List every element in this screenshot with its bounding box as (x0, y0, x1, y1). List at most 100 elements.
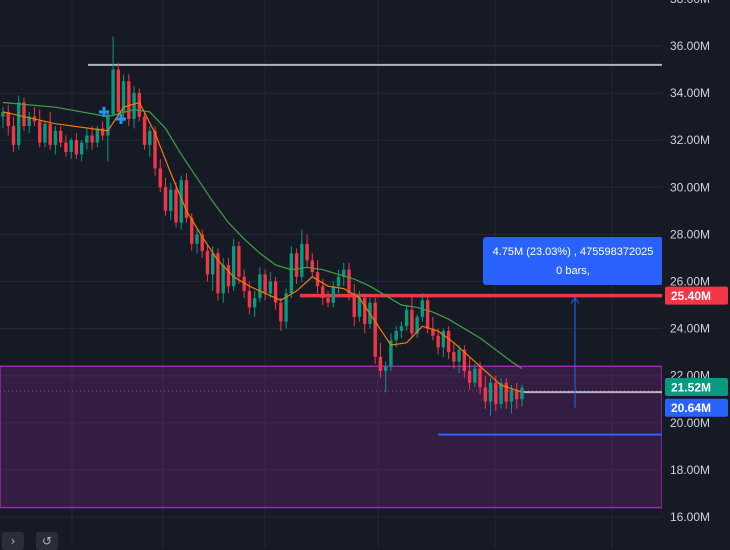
price-axis[interactable]: 16.00M18.00M20.00M22.00M24.00M26.00M28.0… (662, 0, 730, 547)
candle-53 (279, 297, 283, 331)
candle-body-85 (446, 330, 451, 353)
candle-body-62 (326, 297, 330, 303)
candle-89 (467, 356, 472, 390)
candle-78 (410, 295, 414, 339)
candle-body-90 (473, 368, 477, 383)
candle-body-4 (22, 102, 26, 127)
candle-39 (205, 243, 210, 282)
candlestick-series (1, 36, 524, 416)
candle-body-32 (169, 189, 173, 211)
candle-2 (11, 116, 16, 152)
candle-59 (310, 253, 315, 277)
candle-body-99 (520, 387, 524, 400)
candle-body-48 (252, 297, 257, 308)
price-tick-6: 28.00M (670, 227, 710, 241)
candle-body-44 (231, 246, 236, 287)
candle-body-16 (85, 135, 89, 143)
candle-body-18 (95, 128, 100, 143)
candle-body-95 (499, 382, 503, 404)
candle-27 (142, 111, 147, 150)
candle-88 (462, 345, 467, 379)
candle-68 (357, 290, 362, 322)
candle-body-71 (373, 302, 377, 357)
trade-marker-0 (99, 106, 109, 117)
candle-body-65 (342, 269, 346, 277)
candle-47 (247, 281, 252, 315)
candle-body-29 (153, 130, 157, 169)
moving-average-slow (2, 101, 523, 370)
candle-body-53 (279, 302, 283, 322)
candle-body-31 (163, 187, 168, 211)
candle-body-41 (216, 253, 220, 294)
candle-6 (32, 107, 37, 127)
candle-0 (1, 107, 5, 129)
candle-body-82 (431, 328, 435, 336)
trade-marker-1 (116, 114, 126, 125)
candle-24 (127, 74, 131, 127)
price-badge-label-0: 25.40M (671, 289, 711, 303)
candle-body-45 (237, 246, 241, 277)
chevron-right-icon[interactable]: › (2, 532, 24, 550)
candle-60 (315, 260, 320, 294)
price-badge-label-2: 20.64M (671, 401, 711, 415)
candle-49 (258, 267, 262, 303)
candle-87 (457, 345, 461, 374)
candle-body-75 (394, 330, 398, 341)
candle-body-25 (132, 93, 136, 120)
candle-51 (268, 272, 273, 298)
candle-body-30 (158, 168, 162, 188)
candle-body-35 (184, 180, 189, 218)
candle-body-64 (336, 276, 341, 287)
candle-62 (326, 290, 330, 308)
candle-56 (294, 248, 299, 284)
candle-71 (373, 297, 377, 364)
candle-65 (342, 262, 346, 287)
price-tick-9: 34.00M (670, 86, 710, 100)
candle-body-73 (383, 366, 388, 371)
candle-84 (441, 328, 446, 357)
candle-23 (121, 74, 126, 122)
candle-body-59 (310, 260, 315, 273)
candle-body-7 (37, 121, 42, 143)
candle-45 (237, 241, 241, 284)
candle-58 (305, 234, 309, 268)
candle-body-72 (378, 356, 383, 371)
candle-4 (22, 97, 26, 131)
price-badge-label-1: 21.52M (671, 381, 711, 395)
candle-55 (289, 246, 294, 298)
candle-body-39 (205, 250, 210, 275)
candle-body-19 (100, 128, 105, 136)
candle-body-36 (190, 217, 194, 244)
candle-body-67 (352, 293, 356, 317)
reset-icon[interactable]: ↺ (36, 532, 58, 550)
price-tick-8: 32.00M (670, 133, 710, 147)
price-badge-bg-1 (665, 378, 728, 397)
candle-body-34 (179, 180, 183, 223)
candle-body-40 (210, 253, 215, 275)
candle-body-23 (121, 81, 126, 112)
candle-body-42 (221, 265, 225, 294)
candle-52 (273, 276, 278, 310)
candle-1 (6, 104, 10, 136)
price-badge-bg-0 (665, 286, 728, 305)
candle-12 (64, 135, 68, 157)
price-badge-2: 20.64M (665, 398, 728, 417)
candle-31 (163, 177, 168, 216)
price-badge-1: 21.52M (665, 378, 728, 397)
candle-40 (210, 246, 215, 291)
candle-22 (116, 62, 121, 117)
candle-body-63 (331, 286, 335, 303)
candle-80 (420, 293, 425, 322)
candle-19 (100, 121, 105, 141)
candle-72 (378, 342, 383, 379)
price-tick-11: 38.00M (670, 0, 710, 6)
candle-body-15 (79, 142, 84, 155)
candle-32 (169, 182, 173, 221)
candle-body-27 (142, 116, 147, 145)
candle-body-92 (483, 387, 488, 402)
candle-81 (425, 295, 430, 334)
measure-tool[interactable]: 4.75M (23.03%) , 475598372025 0 bars, (483, 237, 663, 408)
candle-body-98 (515, 389, 519, 400)
candle-96 (504, 378, 508, 409)
